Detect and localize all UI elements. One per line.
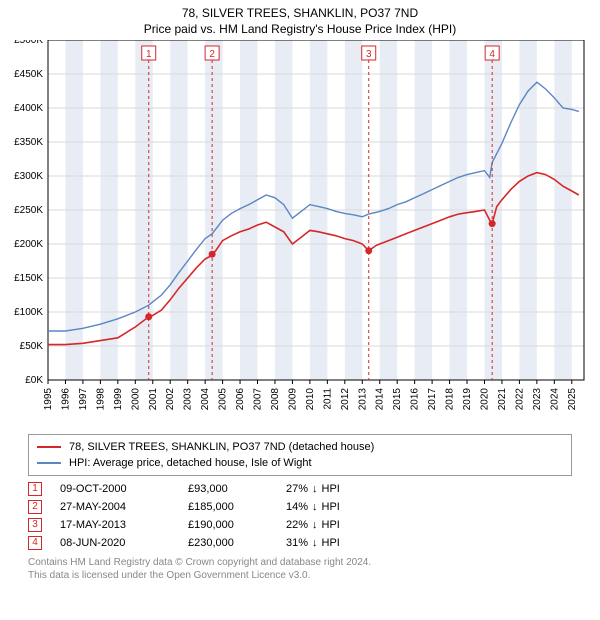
sale-date: 09-OCT-2000 bbox=[60, 480, 170, 498]
svg-text:1: 1 bbox=[146, 49, 152, 60]
svg-text:£150K: £150K bbox=[14, 273, 43, 284]
svg-text:£50K: £50K bbox=[20, 341, 44, 352]
svg-text:2016: 2016 bbox=[410, 388, 421, 411]
sale-marker-box: 1 bbox=[28, 482, 42, 496]
svg-text:2013: 2013 bbox=[357, 388, 368, 411]
sale-price: £185,000 bbox=[188, 498, 268, 516]
sale-marker-box: 2 bbox=[28, 500, 42, 514]
svg-text:£350K: £350K bbox=[14, 137, 43, 148]
down-arrow-icon: ↓ bbox=[312, 480, 318, 498]
svg-text:1999: 1999 bbox=[113, 388, 124, 411]
legend-label: HPI: Average price, detached house, Isle… bbox=[69, 455, 312, 471]
table-row: 3 17-MAY-2013 £190,000 22% ↓ HPI bbox=[28, 516, 572, 534]
price-chart: £0K £50K £100K £150K £200K £250K £300K £350K £40… bbox=[0, 40, 600, 428]
sale-marker-box: 3 bbox=[28, 518, 42, 532]
svg-text:2: 2 bbox=[209, 49, 215, 60]
legend-swatch bbox=[37, 446, 61, 448]
attribution-footer: Contains HM Land Registry data © Crown c… bbox=[28, 556, 572, 582]
svg-text:£300K: £300K bbox=[14, 171, 43, 182]
svg-text:2001: 2001 bbox=[148, 388, 159, 411]
sales-table: 1 09-OCT-2000 £93,000 27% ↓ HPI 2 27-MAY-2004… bbox=[28, 480, 572, 552]
svg-text:£500K: £500K bbox=[14, 40, 43, 46]
sale-price: £190,000 bbox=[188, 516, 268, 534]
sale-price: £230,000 bbox=[188, 534, 268, 552]
svg-text:2015: 2015 bbox=[392, 388, 403, 411]
legend-label: 78, SILVER TREES, SHANKLIN, PO37 7ND (de… bbox=[69, 439, 374, 455]
sale-marker-box: 4 bbox=[28, 536, 42, 550]
sale-delta: 22% ↓ HPI bbox=[286, 516, 340, 534]
svg-text:2002: 2002 bbox=[165, 388, 176, 411]
legend-item: 78, SILVER TREES, SHANKLIN, PO37 7ND (de… bbox=[37, 439, 563, 455]
chart-container: £0K £50K £100K £150K £200K £250K £300K £350K £40… bbox=[0, 40, 600, 428]
svg-text:2018: 2018 bbox=[445, 388, 456, 411]
svg-text:2022: 2022 bbox=[514, 388, 525, 411]
sale-delta: 14% ↓ HPI bbox=[286, 498, 340, 516]
svg-text:£200K: £200K bbox=[14, 239, 43, 250]
table-row: 4 08-JUN-2020 £230,000 31% ↓ HPI bbox=[28, 534, 572, 552]
svg-text:2023: 2023 bbox=[532, 388, 543, 411]
svg-text:2021: 2021 bbox=[497, 388, 508, 411]
svg-text:2009: 2009 bbox=[287, 388, 298, 411]
down-arrow-icon: ↓ bbox=[312, 498, 318, 516]
svg-text:1998: 1998 bbox=[95, 388, 106, 411]
svg-text:2025: 2025 bbox=[567, 388, 578, 411]
table-row: 1 09-OCT-2000 £93,000 27% ↓ HPI bbox=[28, 480, 572, 498]
svg-text:1996: 1996 bbox=[60, 388, 71, 411]
svg-text:2019: 2019 bbox=[462, 388, 473, 411]
svg-text:2000: 2000 bbox=[130, 388, 141, 411]
sale-date: 27-MAY-2004 bbox=[60, 498, 170, 516]
sale-date: 08-JUN-2020 bbox=[60, 534, 170, 552]
down-arrow-icon: ↓ bbox=[312, 534, 318, 552]
svg-text:£400K: £400K bbox=[14, 103, 43, 114]
svg-text:2020: 2020 bbox=[479, 388, 490, 411]
svg-text:2007: 2007 bbox=[253, 388, 264, 411]
footer-line: This data is licensed under the Open Gov… bbox=[28, 569, 572, 582]
sale-date: 17-MAY-2013 bbox=[60, 516, 170, 534]
svg-text:£450K: £450K bbox=[14, 69, 43, 80]
down-arrow-icon: ↓ bbox=[312, 516, 318, 534]
table-row: 2 27-MAY-2004 £185,000 14% ↓ HPI bbox=[28, 498, 572, 516]
sale-delta: 31% ↓ HPI bbox=[286, 534, 340, 552]
svg-text:2014: 2014 bbox=[375, 388, 386, 411]
chart-title: 78, SILVER TREES, SHANKLIN, PO37 7ND bbox=[0, 0, 600, 20]
svg-text:£100K: £100K bbox=[14, 307, 43, 318]
chart-subtitle: Price paid vs. HM Land Registry's House … bbox=[0, 20, 600, 40]
sale-delta: 27% ↓ HPI bbox=[286, 480, 340, 498]
svg-text:2012: 2012 bbox=[340, 388, 351, 411]
svg-text:2003: 2003 bbox=[183, 388, 194, 411]
svg-text:2010: 2010 bbox=[305, 388, 316, 411]
svg-text:2017: 2017 bbox=[427, 388, 438, 411]
svg-text:3: 3 bbox=[366, 49, 372, 60]
svg-text:2005: 2005 bbox=[218, 388, 229, 411]
svg-text:2004: 2004 bbox=[200, 388, 211, 411]
svg-text:£0K: £0K bbox=[25, 375, 43, 386]
svg-text:1997: 1997 bbox=[78, 388, 89, 411]
svg-text:4: 4 bbox=[489, 49, 495, 60]
svg-text:1995: 1995 bbox=[43, 388, 54, 411]
svg-text:2006: 2006 bbox=[235, 388, 246, 411]
footer-line: Contains HM Land Registry data © Crown c… bbox=[28, 556, 572, 569]
legend-box: 78, SILVER TREES, SHANKLIN, PO37 7ND (de… bbox=[28, 434, 572, 476]
svg-text:2011: 2011 bbox=[322, 388, 333, 410]
svg-text:£250K: £250K bbox=[14, 205, 43, 216]
svg-text:2008: 2008 bbox=[270, 388, 281, 411]
legend-item: HPI: Average price, detached house, Isle… bbox=[37, 455, 563, 471]
legend-swatch bbox=[37, 462, 61, 464]
svg-text:2024: 2024 bbox=[549, 388, 560, 411]
sale-price: £93,000 bbox=[188, 480, 268, 498]
